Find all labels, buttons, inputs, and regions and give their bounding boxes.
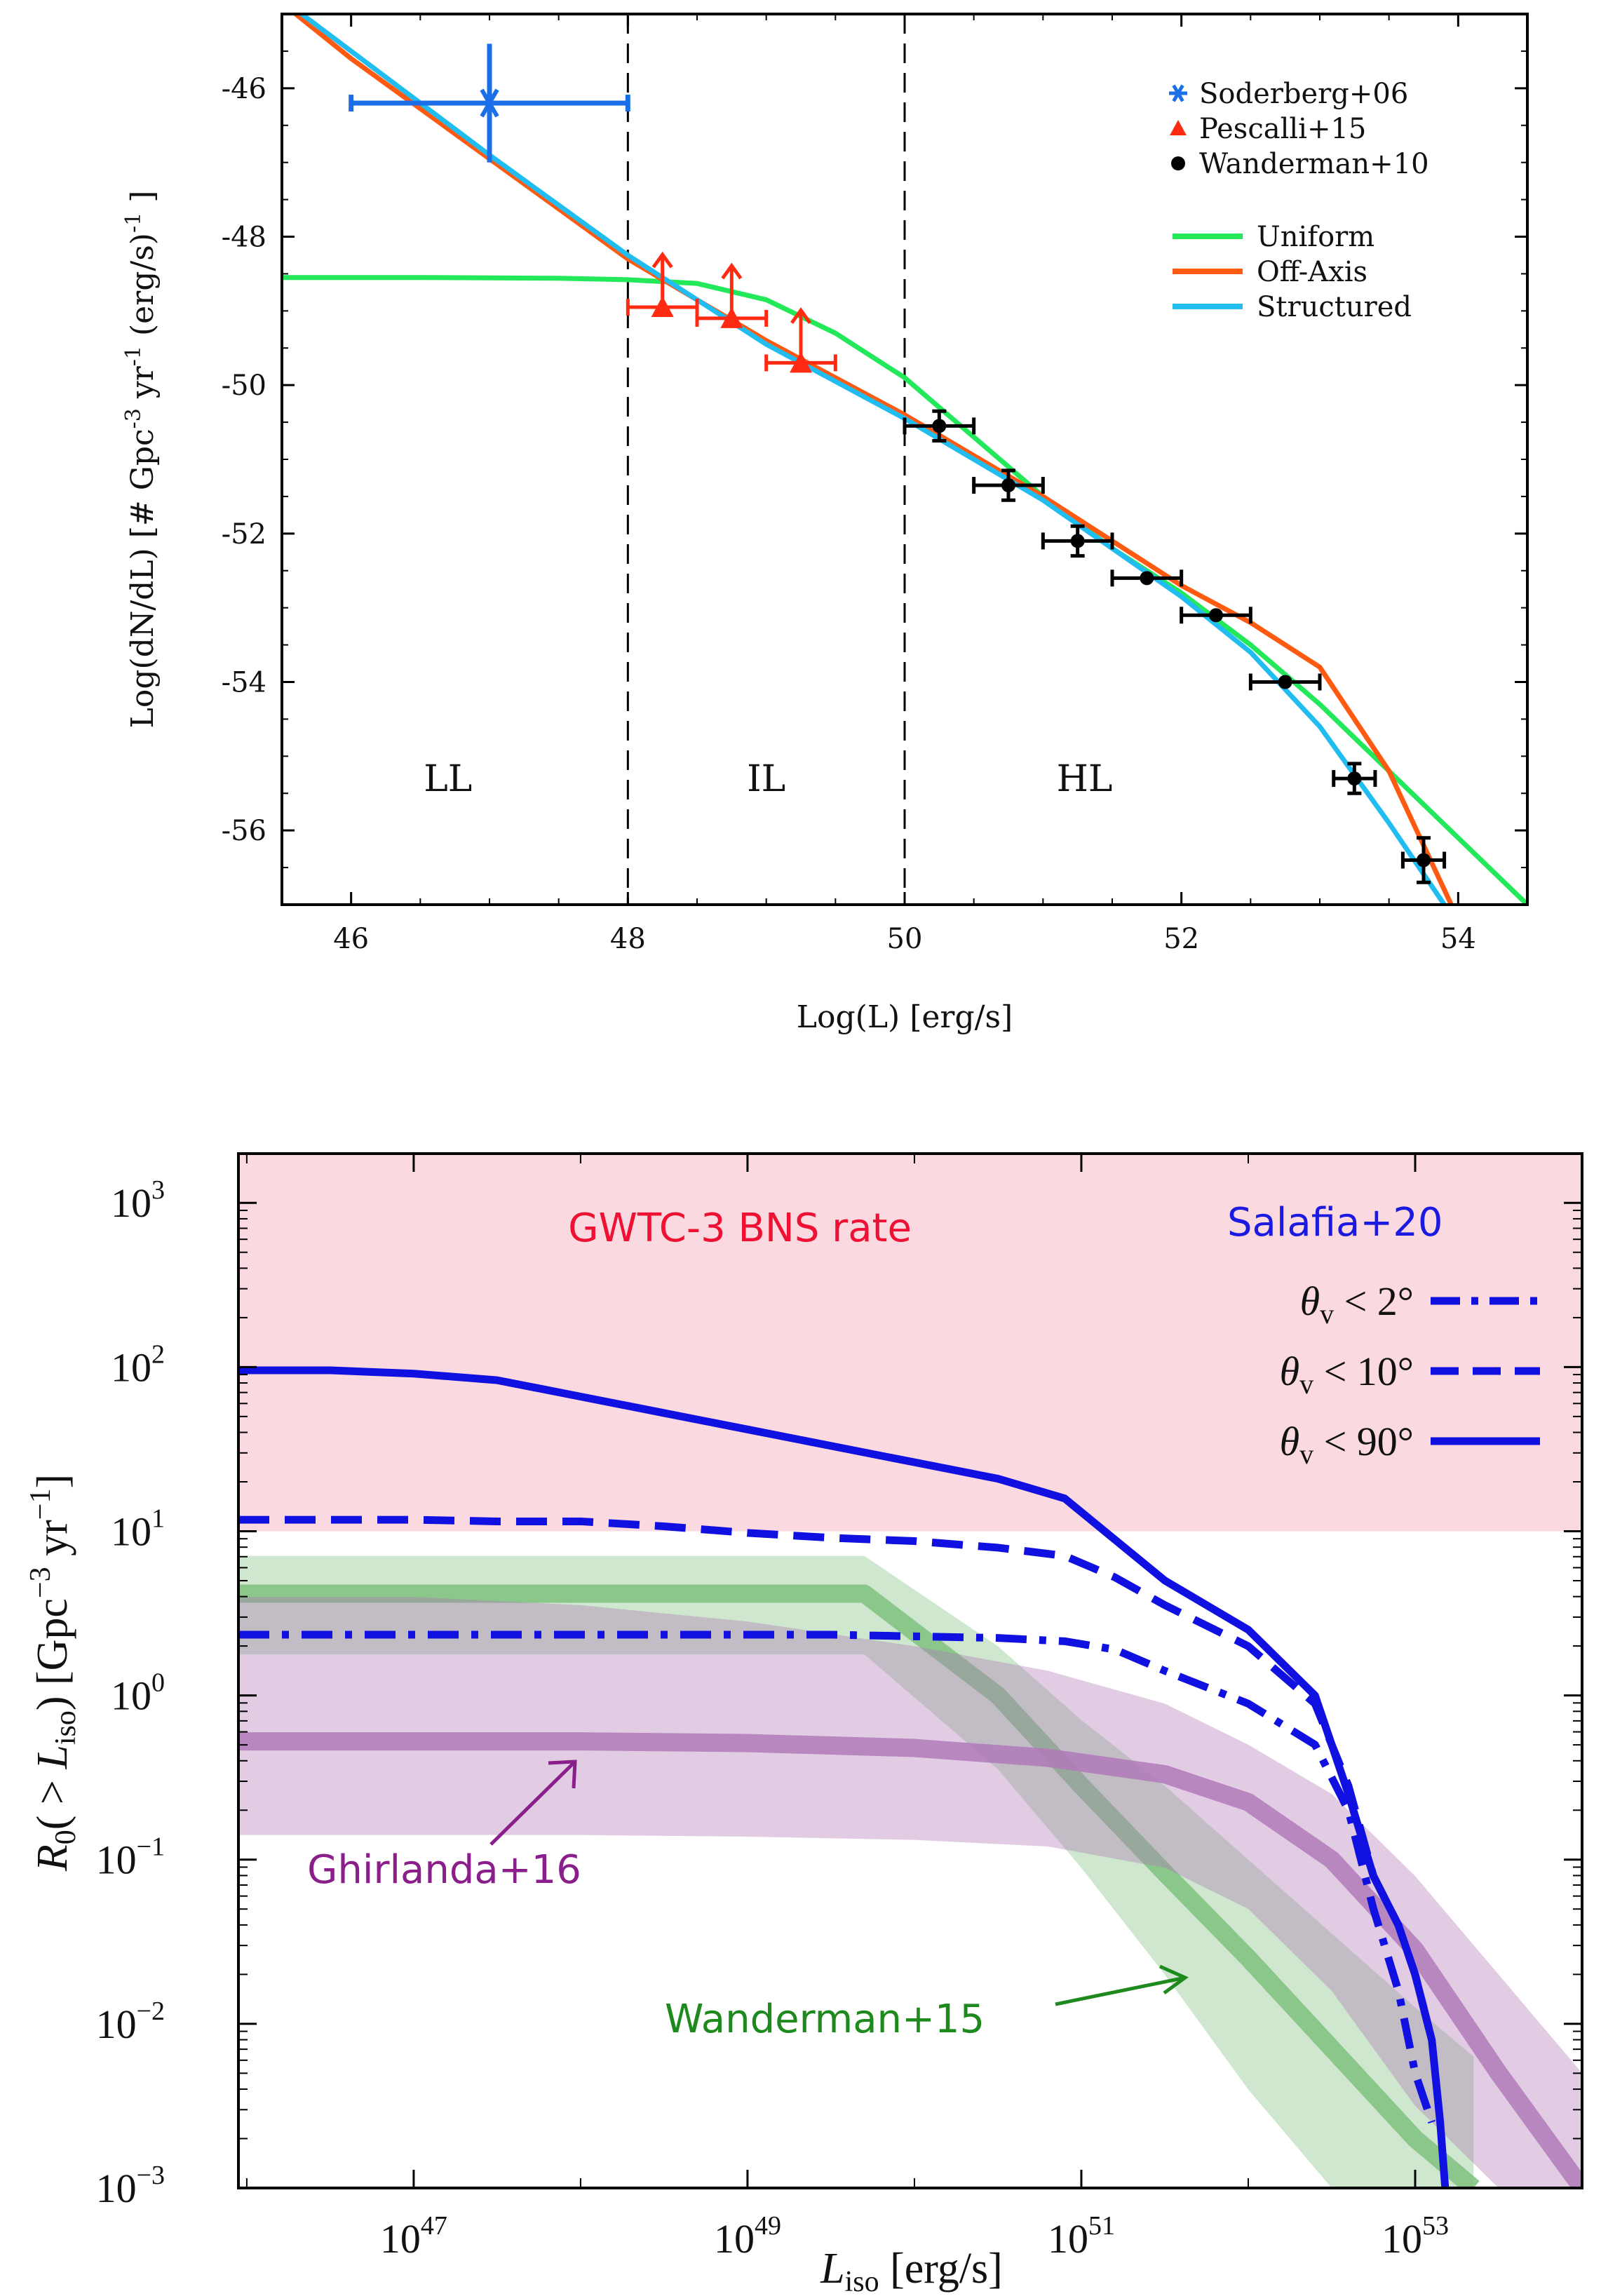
point-wanderman-10-9 <box>1248 673 1322 691</box>
point-soderberg-06-0-marker-arm <box>480 88 499 118</box>
legend-marker-pescalli-15 <box>1170 120 1187 135</box>
arrowhead-ghirlanda <box>548 1760 577 1789</box>
annotation-wanderman: Wanderman+15 <box>665 1997 985 2042</box>
bottom-legend: θv < 2° θv < 10° θv < 90° <box>1280 1278 1540 1470</box>
point-wanderman-10-11-marker <box>1417 853 1431 867</box>
arrow-wanderman <box>1055 1976 1186 2006</box>
top-ytick-label--50: -50 <box>222 370 266 402</box>
point-wanderman-10-8-marker <box>1209 608 1223 623</box>
top-xtick-label-52: 52 <box>1163 923 1199 955</box>
point-pescalli-15-3 <box>764 307 837 373</box>
top-x-axis-label: Log(L) [erg/s] <box>797 999 1013 1035</box>
point-pescalli-15-3-marker <box>790 351 812 373</box>
annotation-ghirlanda: Ghirlanda+16 <box>307 1847 581 1893</box>
legend-label-dashed: θv < 10° <box>1280 1349 1414 1400</box>
legend-marker-wanderman-10 <box>1171 156 1185 170</box>
legend-label-solid: θv < 90° <box>1280 1419 1414 1470</box>
bot-ytick-label--2: 10−2 <box>96 1997 165 2047</box>
top-xtick-label-46: 46 <box>333 923 369 955</box>
top-xtick-label-54: 54 <box>1440 923 1476 955</box>
arrow-ghirlanda <box>489 1760 576 1846</box>
top-xtick-label-50: 50 <box>887 923 923 955</box>
legend-label-wanderman-10: Wanderman+10 <box>1199 148 1429 180</box>
region-label-il: IL <box>747 758 785 800</box>
bottom-x-axis-label: Liso [erg/s] <box>820 2245 1003 2296</box>
point-wanderman-10-10 <box>1332 762 1377 795</box>
band-wanderman-15 <box>238 1555 1474 2188</box>
bot-ytick-label-1: 101 <box>111 1504 165 1554</box>
top-ytick-label--54: -54 <box>222 667 266 699</box>
bottom-plot-frame <box>237 1152 1583 2189</box>
point-wanderman-10-7-marker <box>1140 571 1154 586</box>
legend-label-pescalli-15: Pescalli+15 <box>1199 113 1366 145</box>
bot-xtick-label-49: 1049 <box>714 2211 781 2262</box>
series-structured <box>297 14 1447 905</box>
median-ghirlanda-16 <box>238 1732 1582 2188</box>
band-gwtc-3-bns-rate <box>238 1154 1582 1532</box>
point-pescalli-15-2 <box>695 262 769 328</box>
top-ytick-label--48: -48 <box>222 222 266 254</box>
legend-title: Salafia+20 <box>1227 1200 1443 1245</box>
point-pescalli-15-1 <box>626 251 699 318</box>
point-wanderman-10-6-marker <box>1070 534 1085 548</box>
series-uniform <box>282 275 1527 905</box>
point-wanderman-10-6 <box>1041 524 1114 558</box>
legend-label-structured: Structured <box>1257 291 1412 323</box>
point-wanderman-10-11 <box>1400 836 1447 884</box>
legend-marker-soderberg-06 <box>1172 84 1184 102</box>
top-ytick-label--56: -56 <box>222 815 266 847</box>
series-v-10 <box>238 1515 1436 2041</box>
bottom-panel: 1047 1049 1051 1053 10−3 10−2 10−1 100 101 102 103… <box>25 1152 1583 2296</box>
bot-ytick-label-0: 100 <box>111 1668 165 1719</box>
point-wanderman-10-5 <box>972 468 1045 502</box>
legend-label-off-axis: Off-Axis <box>1257 256 1367 288</box>
point-soderberg-06-0 <box>349 43 630 163</box>
legend-label-soderberg-06: Soderberg+06 <box>1199 78 1408 110</box>
point-pescalli-15-2-marker <box>720 306 743 328</box>
point-wanderman-10-9-marker <box>1278 675 1292 689</box>
region-label-ll: LL <box>424 758 472 800</box>
bot-xtick-label-47: 1047 <box>380 2211 447 2262</box>
top-ytick-label--46: -46 <box>222 73 266 105</box>
point-pescalli-15-3-limit-arrow <box>790 307 812 324</box>
bot-xtick-label-53: 1053 <box>1382 2211 1449 2262</box>
bot-ytick-label-2: 102 <box>111 1339 165 1390</box>
bot-ytick-label--1: 10−1 <box>96 1832 165 1883</box>
point-wanderman-10-4-marker <box>932 419 947 433</box>
region-label-hl: HL <box>1057 758 1113 800</box>
median-wanderman-15 <box>238 1584 1480 2188</box>
series-v-2 <box>238 1630 1436 2124</box>
point-wanderman-10-8 <box>1180 607 1252 624</box>
point-wanderman-10-10-marker <box>1347 771 1362 786</box>
point-pescalli-15-2-limit-arrow <box>721 262 743 280</box>
point-pescalli-15-1-limit-arrow <box>651 251 673 269</box>
point-wanderman-10-5-marker <box>1001 478 1015 493</box>
bottom-y-axis-label: R0( > Liso) [Gpc−3 yr−1] <box>25 1474 82 1872</box>
top-ytick-label--52: -52 <box>222 518 266 551</box>
top-panel: 46 48 50 52 54 -56 -54 -52 -50 -48 -46 LL IL HL Log(… <box>121 13 1529 1035</box>
bot-xtick-label-51: 1051 <box>1048 2211 1115 2262</box>
bot-ytick-label--3: 10−3 <box>96 2161 165 2211</box>
top-xtick-label-48: 48 <box>610 923 646 955</box>
legend-label-uniform: Uniform <box>1257 221 1374 253</box>
point-wanderman-10-4 <box>903 409 976 443</box>
arrowhead-wanderman <box>1158 1964 1189 1995</box>
top-y-axis-label: Log(dN/dL) [# Gpc-3 yr-1 (erg/s)-1 ] <box>121 191 161 729</box>
series-v-90 <box>238 1366 1450 2188</box>
point-wanderman-10-7 <box>1110 569 1184 587</box>
point-pescalli-15-1-marker <box>651 296 674 318</box>
bot-ytick-label-3: 103 <box>111 1175 165 1226</box>
band-label: GWTC-3 BNS rate <box>568 1206 912 1251</box>
legend-label-dashdot: θv < 2° <box>1300 1278 1414 1330</box>
